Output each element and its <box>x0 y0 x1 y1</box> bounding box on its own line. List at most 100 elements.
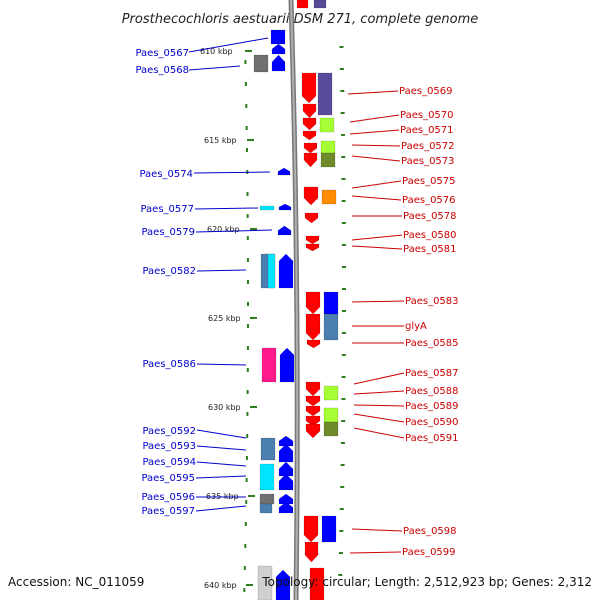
gene-label[interactable]: Paes_0593 <box>142 441 196 452</box>
label-leader-line <box>194 207 259 210</box>
outer-ring-dash <box>341 332 346 334</box>
gene-label[interactable]: Paes_0591 <box>405 433 459 444</box>
inner-ring-dash <box>245 500 248 504</box>
label-leader-line <box>196 445 247 451</box>
tick-label: 620 kbp <box>207 225 240 234</box>
gene-label[interactable]: Paes_0572 <box>401 141 455 152</box>
gene-label[interactable]: Paes_0582 <box>142 266 196 277</box>
gene-label[interactable]: Paes_0590 <box>405 417 459 428</box>
gene-label[interactable]: Paes_0595 <box>141 473 195 484</box>
label-leader-line <box>196 429 247 439</box>
inner-ring-dash <box>244 544 247 548</box>
gene-forward <box>309 567 325 600</box>
label-leader-line <box>347 90 399 95</box>
inner-ring-dash <box>246 192 249 196</box>
gene-forward <box>305 423 321 439</box>
inner-ring-dash <box>246 302 249 306</box>
gene-reverse <box>253 54 269 73</box>
label-leader-line <box>351 195 402 201</box>
gene-label[interactable]: Paes_0571 <box>400 125 454 136</box>
label-leader-line <box>353 413 405 423</box>
gene-reverse <box>270 29 286 45</box>
gene-forward <box>303 142 318 154</box>
gene-reverse <box>271 43 286 55</box>
label-leader-line <box>349 551 402 554</box>
gene-label[interactable]: Paes_0597 <box>141 506 195 517</box>
kbp-tick-mark <box>245 50 252 52</box>
gene-label[interactable]: Paes_0567 <box>135 48 189 59</box>
left-gene-labels: Paes_0567 Paes_0568 Paes_0574 Paes_0577 … <box>135 48 196 517</box>
gene-reverse <box>277 225 292 236</box>
inner-ring-dash <box>246 346 249 350</box>
gene-forward <box>303 186 319 206</box>
label-leader-line <box>351 180 402 189</box>
gene-forward <box>303 152 318 168</box>
outer-ring-dash <box>340 112 345 114</box>
outer-ring-dash <box>341 310 346 312</box>
label-leader-line <box>351 528 403 532</box>
gene-forward <box>304 541 319 563</box>
gene-label[interactable]: Paes_0579 <box>141 227 195 238</box>
inner-ring-dash <box>246 412 249 416</box>
gene-label[interactable]: Paes_0573 <box>401 156 455 167</box>
label-leader-line <box>195 475 247 479</box>
gene-forward <box>321 189 337 205</box>
gene-reverse <box>278 203 292 211</box>
label-leader-line <box>351 144 401 147</box>
accession-text: Accession: NC_011059 <box>8 575 144 589</box>
gene-reverse <box>278 443 294 463</box>
outer-ring-dash <box>341 266 346 268</box>
gene-label[interactable]: Paes_0577 <box>140 204 194 215</box>
gene-label[interactable]: Paes_0592 <box>142 426 196 437</box>
gene-label[interactable]: Paes_0586 <box>142 359 196 370</box>
gene-label[interactable]: Paes_0574 <box>139 169 193 180</box>
gene-forward <box>321 515 337 543</box>
gene-forward <box>303 515 319 543</box>
tick-label: 630 kbp <box>208 403 241 412</box>
gene-forward <box>323 407 339 423</box>
label-leaders <box>188 37 405 554</box>
gene-label[interactable]: glyA <box>405 321 427 332</box>
gene-forward <box>305 381 321 397</box>
gene-label[interactable]: Paes_0585 <box>405 338 459 349</box>
gene-label[interactable]: Paes_0588 <box>405 386 459 397</box>
outer-ring-dash <box>341 244 346 246</box>
gene-reverse <box>271 54 286 72</box>
gene-label[interactable]: Paes_0581 <box>403 244 457 255</box>
ring-dashes <box>243 46 346 592</box>
inner-ring-dash <box>243 588 246 592</box>
gene-reverse <box>278 501 294 514</box>
gene-reverse <box>278 493 294 505</box>
outer-ring-dash <box>340 90 345 92</box>
outer-ring-dash <box>339 46 344 48</box>
inner-ring-dash <box>246 280 249 284</box>
gene-label[interactable]: Paes_0568 <box>135 65 189 76</box>
gene-label[interactable]: Paes_0587 <box>405 368 459 379</box>
gene-label[interactable]: Paes_0575 <box>402 176 456 187</box>
gene-label[interactable]: Paes_0580 <box>403 230 457 241</box>
outer-ring-dash <box>340 486 345 488</box>
inner-ring-dash <box>244 60 247 64</box>
gene-label[interactable]: Paes_0569 <box>399 86 453 97</box>
genome-backbone-highlight <box>290 0 299 600</box>
gene-label[interactable]: Paes_0598 <box>403 526 457 537</box>
gene-label[interactable]: Paes_0576 <box>402 195 456 206</box>
gene-label[interactable]: Paes_0599 <box>402 547 456 558</box>
outer-ring-dash <box>340 442 345 444</box>
gene-label[interactable]: Paes_0570 <box>400 110 454 121</box>
gene-label[interactable]: Paes_0589 <box>405 401 459 412</box>
gene-reverse <box>259 503 273 514</box>
outer-ring-dash <box>339 508 344 510</box>
gene-label[interactable]: Paes_0583 <box>405 296 459 307</box>
gene-label[interactable]: Paes_0596 <box>141 492 195 503</box>
gene-forward <box>305 405 321 417</box>
gene-forward <box>296 0 309 9</box>
topology-text: Topology: circular; Length: 2,512,923 bp… <box>261 575 592 589</box>
inner-ring-dash <box>246 258 249 262</box>
label-leader-line <box>188 65 241 71</box>
gene-label[interactable]: Paes_0578 <box>403 211 457 222</box>
gene-label[interactable]: Paes_0594 <box>142 457 196 468</box>
label-leader-line <box>193 171 271 174</box>
kbp-tick-mark <box>250 228 257 230</box>
